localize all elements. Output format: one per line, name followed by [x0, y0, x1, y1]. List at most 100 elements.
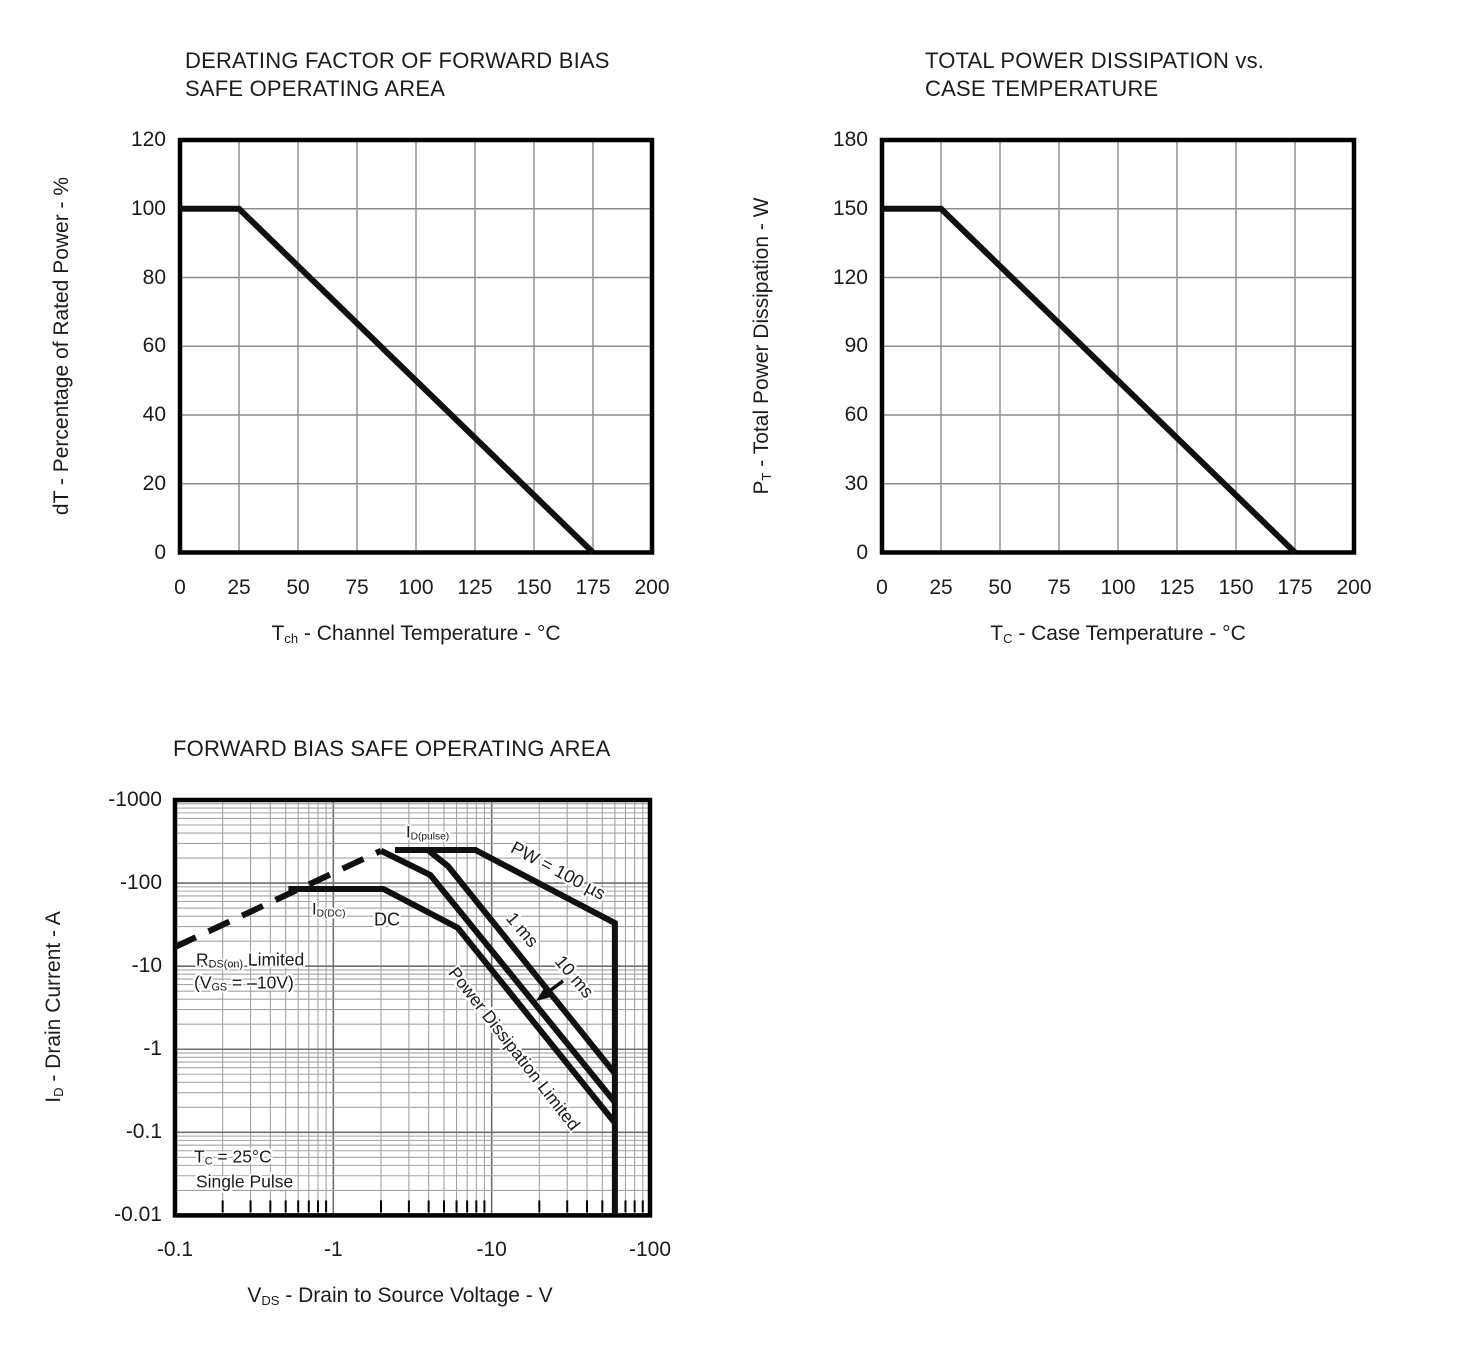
- pw-10ms-curve: [379, 848, 618, 1105]
- label-text: V: [247, 1284, 262, 1307]
- derating-x-tick-label: 50: [286, 576, 310, 599]
- id-pulse-label: ID(pulse): [406, 823, 449, 842]
- label-text: = –10V): [227, 972, 294, 993]
- power-y-tick-label: 90: [844, 334, 868, 358]
- power-y-tick-label: 150: [832, 196, 868, 220]
- derating-y-tick-label: 40: [142, 403, 166, 426]
- derating-y-tick-label: 120: [130, 128, 166, 151]
- power-x-tick-label: 100: [1100, 576, 1136, 599]
- soa-y-tick-label: -0.01: [114, 1203, 162, 1227]
- label-text: - Channel Temperature - °C: [298, 622, 561, 645]
- power-x-tick-label: 0: [876, 576, 888, 599]
- label-text: I: [406, 823, 411, 842]
- derating-x-tick-label: 100: [398, 576, 434, 599]
- label-text: dT - Percentage of Rated Power - %: [50, 176, 73, 516]
- derating-y-tick-label: 100: [130, 196, 166, 220]
- label-text: T: [194, 1146, 205, 1167]
- rdson-limited-label: RDS(on) Limited: [196, 949, 304, 970]
- power-y-tick-label: 60: [844, 403, 868, 426]
- derating-x-tick-label: 150: [516, 576, 552, 599]
- soa-y-tick-label: -10: [131, 954, 162, 978]
- soa-title: FORWARD BIAS SAFE OPERATING AREA: [173, 736, 611, 761]
- id-dc-label: ID(DC): [312, 900, 346, 919]
- derating-y-tick-label: 20: [142, 471, 166, 495]
- single-pulse-label: Single Pulse: [196, 1172, 293, 1193]
- power-title-line2: CASE TEMPERATURE: [925, 76, 1159, 101]
- label-subscript: D: [50, 1087, 66, 1097]
- arrow-head: [536, 988, 551, 1001]
- label-subscript: D(pulse): [410, 831, 450, 843]
- derating-y-tick-label: 0: [154, 540, 166, 564]
- derating-x-tick-label: 175: [575, 576, 611, 599]
- label-subscript: GS: [211, 981, 228, 994]
- power-x-axis-label: TC - Case Temperature - °C: [990, 622, 1246, 646]
- soa-x-tick-label: -0.1: [156, 1238, 194, 1261]
- soa-y-tick-label: -0.1: [125, 1120, 162, 1144]
- power-plot-frame: [879, 137, 1357, 555]
- power-x-tick-label: 150: [1218, 576, 1254, 599]
- tc-label: TC = 25°C: [194, 1146, 272, 1167]
- derating-title-line2: SAFE OPERATING AREA: [185, 76, 446, 101]
- vgs-label: (VGS = –10V): [194, 972, 294, 993]
- soa-y-tick-label: -1: [143, 1037, 162, 1061]
- label-text: T: [990, 622, 1004, 645]
- power-x-tick-label: 200: [1336, 576, 1372, 599]
- label-text: P: [750, 480, 773, 495]
- derating-x-axis-label: Tch - Channel Temperature - °C: [271, 622, 560, 646]
- power-x-tick-label: 175: [1277, 576, 1313, 599]
- soa-y-axis-label: ID - Drain Current - A: [42, 911, 66, 1102]
- derating-curve: [180, 205, 596, 555]
- label-text: T: [271, 622, 285, 645]
- derating-plot-frame: [177, 137, 655, 555]
- derating-x-tick-label: 125: [457, 576, 493, 599]
- label-subscript: DS(on): [208, 958, 243, 971]
- pw-1ms-curve: [425, 847, 618, 1076]
- label-text: (V: [194, 972, 212, 993]
- label-text: I: [42, 1096, 65, 1103]
- power-y-axis-label: PT - Total Power Dissipation - W: [750, 198, 774, 495]
- label-text: Single Pulse: [196, 1171, 294, 1192]
- derating-x-tick-label: 75: [345, 576, 369, 599]
- soa-y-tick-label: -100: [119, 871, 162, 895]
- label-text: - Drain Current - A: [42, 911, 65, 1088]
- derating-x-tick-label: 200: [634, 576, 670, 599]
- rdson-limit-line: [173, 848, 383, 950]
- dc-curve: [288, 885, 618, 1125]
- soa-x-tick-label: -10: [476, 1238, 507, 1261]
- label-subscript: DS: [261, 1292, 280, 1308]
- label-text: Limited: [243, 949, 305, 970]
- power-x-tick-label: 25: [929, 576, 953, 599]
- label-subscript: C: [204, 1155, 213, 1168]
- label-subscript: T: [758, 472, 774, 481]
- derating-x-tick-label: 25: [227, 576, 251, 599]
- label-text: DC: [374, 909, 400, 930]
- power-y-tick-label: 180: [832, 128, 868, 151]
- soa-x-tick-label: -100: [628, 1238, 672, 1261]
- power-y-tick-label: 120: [832, 265, 868, 289]
- power-y-tick-label: 0: [856, 540, 868, 564]
- derating-x-tick-label: 0: [174, 576, 186, 599]
- pw-100us-curve: [394, 847, 618, 1214]
- label-text: I: [312, 900, 317, 919]
- dc-label: DC: [374, 910, 400, 931]
- power-x-tick-label: 75: [1047, 576, 1071, 599]
- derating-y-axis-label: dT - Percentage of Rated Power - %: [50, 177, 74, 515]
- label-subscript: C: [1003, 630, 1013, 646]
- label-text: = 25°C: [212, 1146, 272, 1167]
- power-x-tick-label: 125: [1159, 576, 1195, 599]
- power-title-line1: TOTAL POWER DISSIPATION vs.: [925, 48, 1265, 73]
- label-text: - Drain to Source Voltage - V: [279, 1284, 553, 1307]
- label-subscript: D(DC): [316, 908, 346, 920]
- soa-x-tick-label: -1: [323, 1238, 343, 1261]
- power-curve: [882, 205, 1298, 555]
- soa-y-tick-label: -1000: [108, 788, 162, 811]
- derating-title-line1: DERATING FACTOR OF FORWARD BIAS: [185, 48, 610, 73]
- label-subscript: ch: [284, 630, 299, 646]
- derating-y-tick-label: 60: [142, 334, 166, 358]
- label-text: R: [196, 949, 209, 970]
- soa-plot-frame: [172, 797, 653, 1218]
- soa-x-axis-label: VDS - Drain to Source Voltage - V: [247, 1284, 552, 1308]
- power-x-tick-label: 50: [988, 576, 1012, 599]
